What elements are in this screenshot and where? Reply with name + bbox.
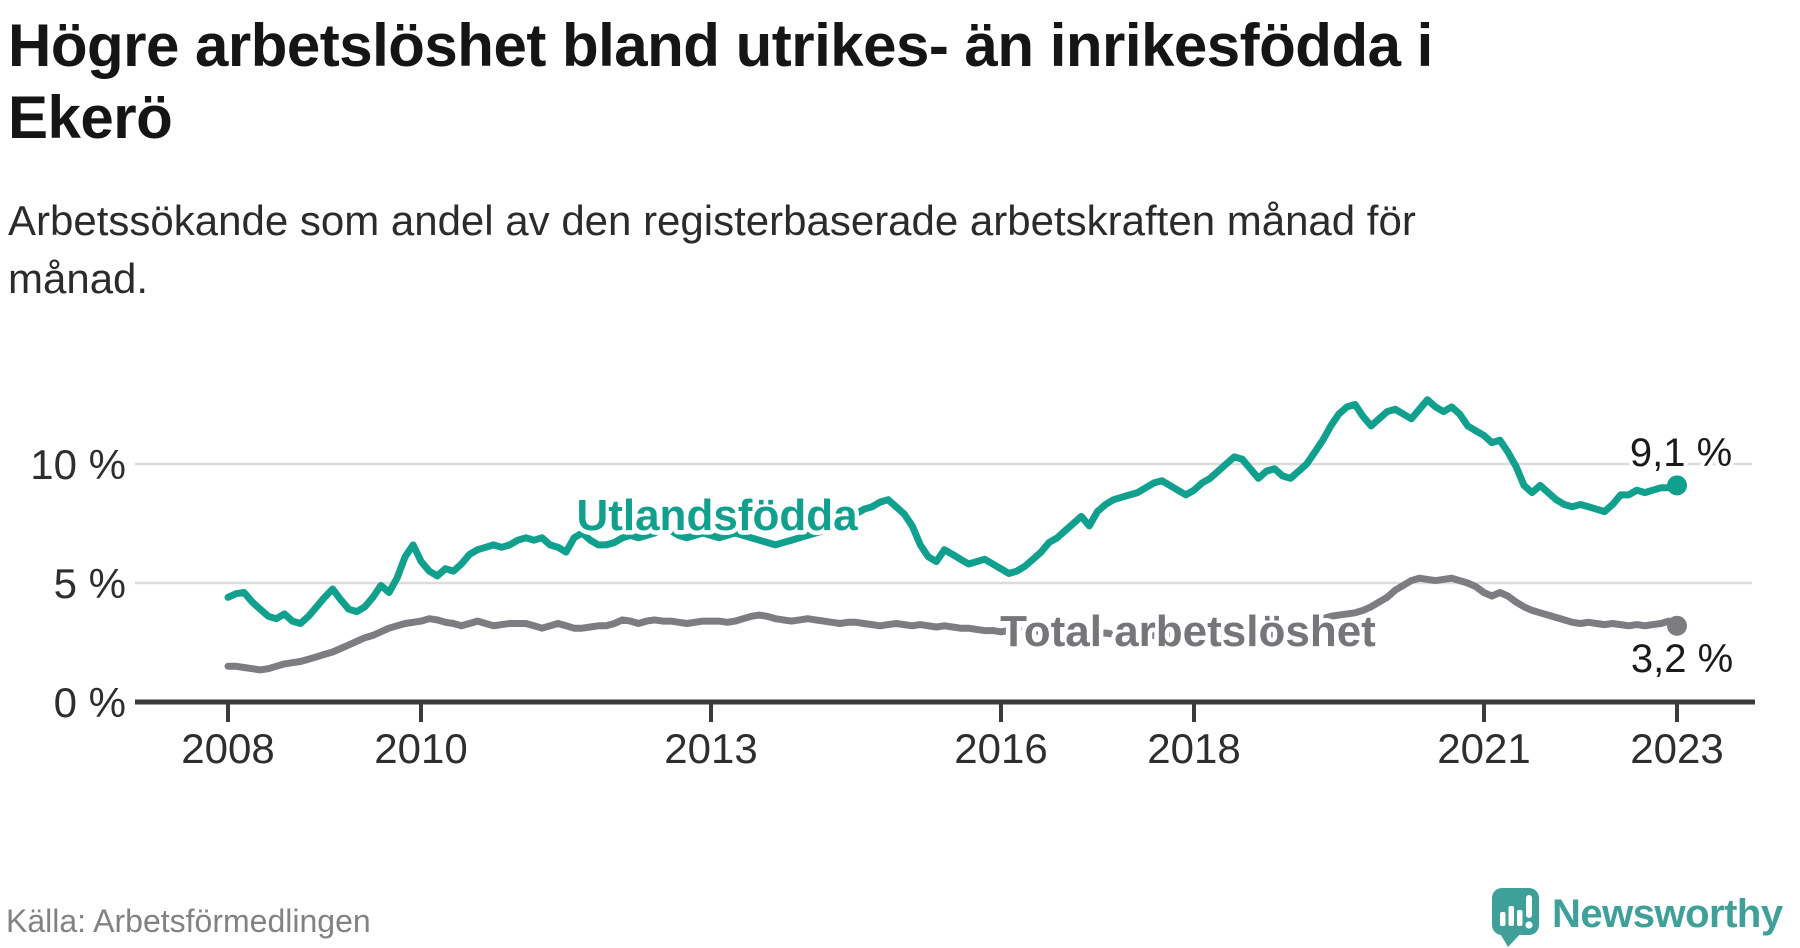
title-line-1: Högre arbetslöshet bland utrikes- än inr… (8, 12, 1433, 79)
utlandsfodda-line (224, 396, 1681, 627)
bar-chart-bar-1 (1500, 912, 1506, 926)
x-axis-ticks (226, 702, 1679, 722)
exclamation-bar (1526, 895, 1532, 918)
x-tick-label-2021: 2021 (1437, 725, 1530, 772)
utlandsfodda-series-label: Utlandsfödda (576, 491, 858, 540)
y-tick-label-0: 0 % (54, 679, 126, 726)
utlandsfodda-endpoint-dot (1667, 475, 1687, 496)
x-axis-tick-labels: 2008 2010 2013 2016 2018 2021 2023 (181, 725, 1723, 772)
total-end-value-label: 3,2 % (1631, 637, 1733, 681)
y-tick-label-10: 10 % (30, 441, 126, 488)
x-tick-label-2013: 2013 (664, 725, 757, 772)
newsworthy-brand: Newsworthy (1492, 888, 1784, 947)
x-tick-label-2008: 2008 (181, 725, 274, 772)
x-tick-label-2018: 2018 (1147, 725, 1240, 772)
total-arbetsloshet-line (224, 574, 1681, 674)
y-tick-label-5: 5 % (54, 560, 126, 607)
total-arbetsloshet-series-label: Total arbetslöshet (1000, 607, 1376, 656)
subtitle-line-2: månad. (8, 254, 149, 302)
brand-name: Newsworthy (1552, 892, 1784, 936)
newsworthy-logo-icon (1492, 888, 1539, 947)
bar-chart-bar-3 (1517, 910, 1523, 926)
page-title: Högre arbetslöshet bland utrikes- än inr… (8, 10, 1748, 154)
source-note: Källa: Arbetsförmedlingen (6, 903, 371, 939)
chart-header: Högre arbetslöshet bland utrikes- än inr… (8, 10, 1748, 154)
utlandsfodda-end-value-label: 9,1 % (1630, 431, 1732, 475)
total-endpoint-dot (1667, 615, 1687, 636)
speech-bubble-tail (1498, 930, 1524, 947)
chart-subtitle: Arbetssökande som andel av den registerb… (8, 192, 1568, 308)
subtitle-line-1: Arbetssökande som andel av den registerb… (8, 197, 1416, 244)
x-tick-label-2023: 2023 (1630, 725, 1723, 772)
x-tick-label-2010: 2010 (374, 725, 467, 772)
x-tick-label-2016: 2016 (954, 725, 1047, 772)
title-line-2: Ekerö (8, 84, 173, 151)
exclamation-dot (1525, 921, 1533, 929)
bar-chart-bar-2 (1508, 906, 1514, 926)
